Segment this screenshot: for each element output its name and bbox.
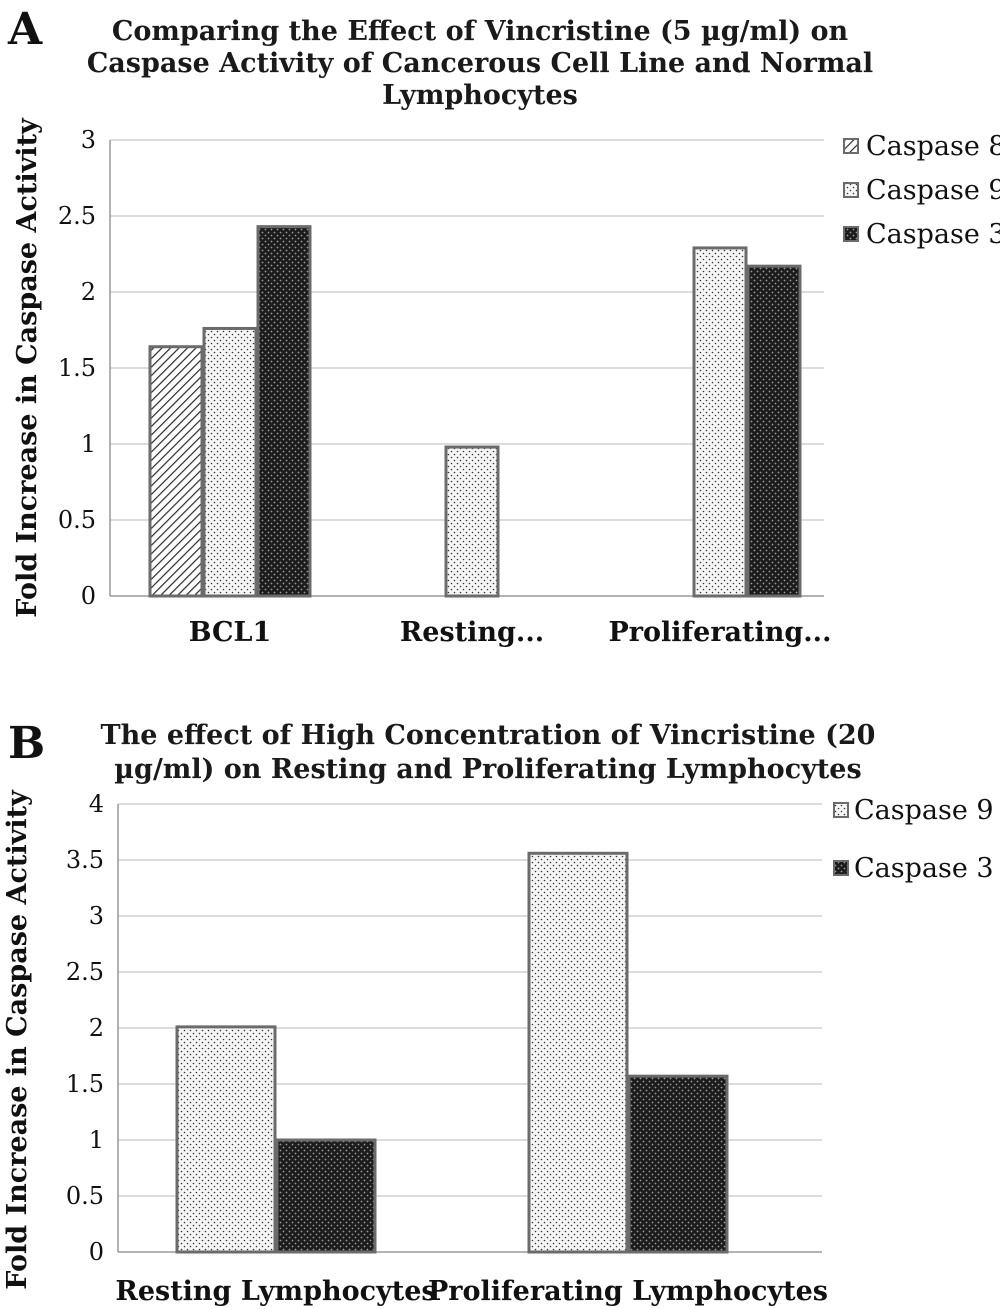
y-tick-label: 0 [89, 1238, 104, 1266]
x-category-label: Proliferating... [608, 617, 831, 648]
y-tick-label: 1 [89, 1126, 104, 1154]
y-tick-label: 2.5 [66, 958, 104, 986]
chart-b-title-line-2: µg/ml) on Resting and Proliferating Lymp… [114, 754, 861, 785]
y-tick-label: 0 [81, 582, 96, 610]
bar-caspase-3 [275, 1138, 377, 1254]
chart-b-bars [175, 851, 729, 1254]
bar-caspase-9 [444, 445, 500, 598]
chart-b-legend: Caspase 9 Caspase 3 [833, 795, 994, 884]
legend-swatch [843, 226, 859, 242]
bar-caspase-9 [175, 1025, 277, 1254]
bar-caspase-9 [202, 326, 258, 598]
chart-b-y-ticks: 0 0.5 1 1.5 2 2.5 3 3.5 4 [66, 790, 104, 1266]
chart-a-bars [148, 225, 802, 598]
chart-a-legend: Caspase 8 Caspase 9 Caspase 3 [843, 131, 1000, 250]
legend-label: Caspase 9 [854, 795, 994, 826]
y-tick-label: 3 [81, 126, 96, 154]
y-tick-label: 3 [89, 902, 104, 930]
panel-label-b: B [8, 718, 45, 769]
chart-a-y-axis-label: Fold Increase in Caspase Activity [12, 117, 43, 618]
bar-caspase-9 [527, 851, 629, 1254]
chart-a-title-line-3: Lymphocytes [382, 80, 578, 111]
bar-caspase-3 [746, 264, 802, 598]
legend-swatch [843, 182, 859, 198]
x-category-label: Proliferating Lymphocytes [428, 1276, 828, 1307]
y-tick-label: 1.5 [66, 1070, 104, 1098]
chart-a-x-labels: BCL1 Resting... Proliferating... [189, 617, 832, 648]
bar-caspase-8 [148, 345, 204, 598]
legend-label: Caspase 9 [866, 175, 1000, 206]
chart-a-title-line-2: Caspase Activity of Cancerous Cell Line … [87, 48, 873, 79]
y-tick-label: 3.5 [66, 846, 104, 874]
y-tick-label: 0.5 [66, 1182, 104, 1210]
legend-label: Caspase 8 [866, 131, 1000, 162]
chart-b-title-line-1: The effect of High Concentration of Vinc… [101, 720, 876, 751]
bar-caspase-3 [627, 1074, 729, 1254]
chart-b-y-axis-label: Fold Increase in Caspase Activity [2, 789, 33, 1290]
bar-caspase-3 [256, 225, 312, 598]
y-tick-label: 4 [89, 790, 104, 818]
legend-swatch [833, 802, 849, 818]
y-tick-label: 2 [81, 278, 96, 306]
x-category-label: Resting... [400, 617, 544, 648]
chart-a-title-line-1: Comparing the Effect of Vincristine (5 µ… [112, 16, 849, 47]
y-tick-label: 2.5 [58, 202, 96, 230]
y-tick-label: 1 [81, 430, 96, 458]
panel-label-a: A [7, 4, 43, 55]
x-category-label: Resting Lymphocytes [115, 1276, 436, 1307]
legend-label: Caspase 3 [866, 219, 1000, 250]
x-category-label: BCL1 [189, 617, 272, 648]
bar-caspase-9 [692, 246, 748, 598]
chart-panel-b: B The effect of High Concentration of Vi… [2, 718, 994, 1307]
y-tick-label: 1.5 [58, 354, 96, 382]
chart-a-y-ticks: 0 0.5 1 1.5 2 2.5 3 [58, 126, 96, 610]
y-tick-label: 2 [89, 1014, 104, 1042]
legend-swatch [843, 138, 859, 154]
legend-swatch [833, 860, 849, 876]
chart-panel-a: A Comparing the Effect of Vincristine (5… [7, 4, 1000, 648]
y-tick-label: 0.5 [58, 506, 96, 534]
legend-label: Caspase 3 [854, 853, 994, 884]
